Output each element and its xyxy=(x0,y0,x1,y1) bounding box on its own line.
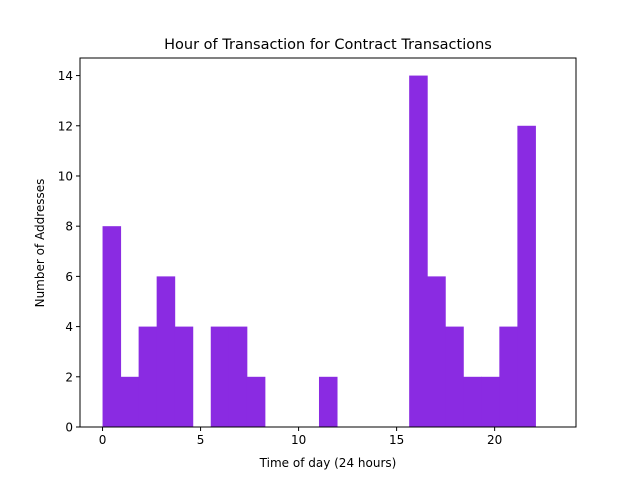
histogram-bar xyxy=(156,276,176,427)
histogram-bar xyxy=(481,376,500,427)
x-tick-label: 5 xyxy=(197,433,205,447)
x-tick-label: 15 xyxy=(389,433,404,447)
bar-group xyxy=(102,75,536,428)
y-tick-label: 10 xyxy=(58,169,73,183)
x-tick-label: 0 xyxy=(99,433,107,447)
histogram-bar xyxy=(463,376,482,427)
histogram-bar xyxy=(210,326,230,427)
x-axis-ticks: 0 5 10 15 20 xyxy=(99,427,502,447)
y-axis-label: Number of Addresses xyxy=(33,179,47,308)
y-tick-label: 0 xyxy=(65,421,73,435)
histogram-bar xyxy=(427,276,446,427)
histogram-bar xyxy=(499,326,518,427)
y-tick-label: 4 xyxy=(65,320,73,334)
x-tick-label: 20 xyxy=(487,433,502,447)
y-tick-label: 8 xyxy=(65,220,73,234)
plot-frame xyxy=(79,57,577,428)
histogram-bar xyxy=(138,326,158,427)
y-axis-ticks: 0 2 4 6 8 10 12 14 xyxy=(58,69,80,435)
histogram-bar xyxy=(318,376,338,427)
histogram-bar xyxy=(517,125,536,427)
histogram-bar xyxy=(174,326,194,427)
histogram-bar xyxy=(409,75,428,428)
histogram-bar xyxy=(102,226,122,427)
y-tick-label: 14 xyxy=(58,69,73,83)
histogram-bar xyxy=(445,326,464,427)
histogram-bar xyxy=(120,376,140,427)
histogram-bar xyxy=(246,376,266,427)
x-axis-label: Time of day (24 hours) xyxy=(259,456,397,470)
y-tick-label: 2 xyxy=(65,370,73,384)
chart-title: Hour of Transaction for Contract Transac… xyxy=(164,37,492,53)
histogram-bar xyxy=(228,326,248,427)
y-tick-label: 12 xyxy=(58,119,73,133)
x-tick-label: 10 xyxy=(291,433,306,447)
y-tick-label: 6 xyxy=(65,270,73,284)
